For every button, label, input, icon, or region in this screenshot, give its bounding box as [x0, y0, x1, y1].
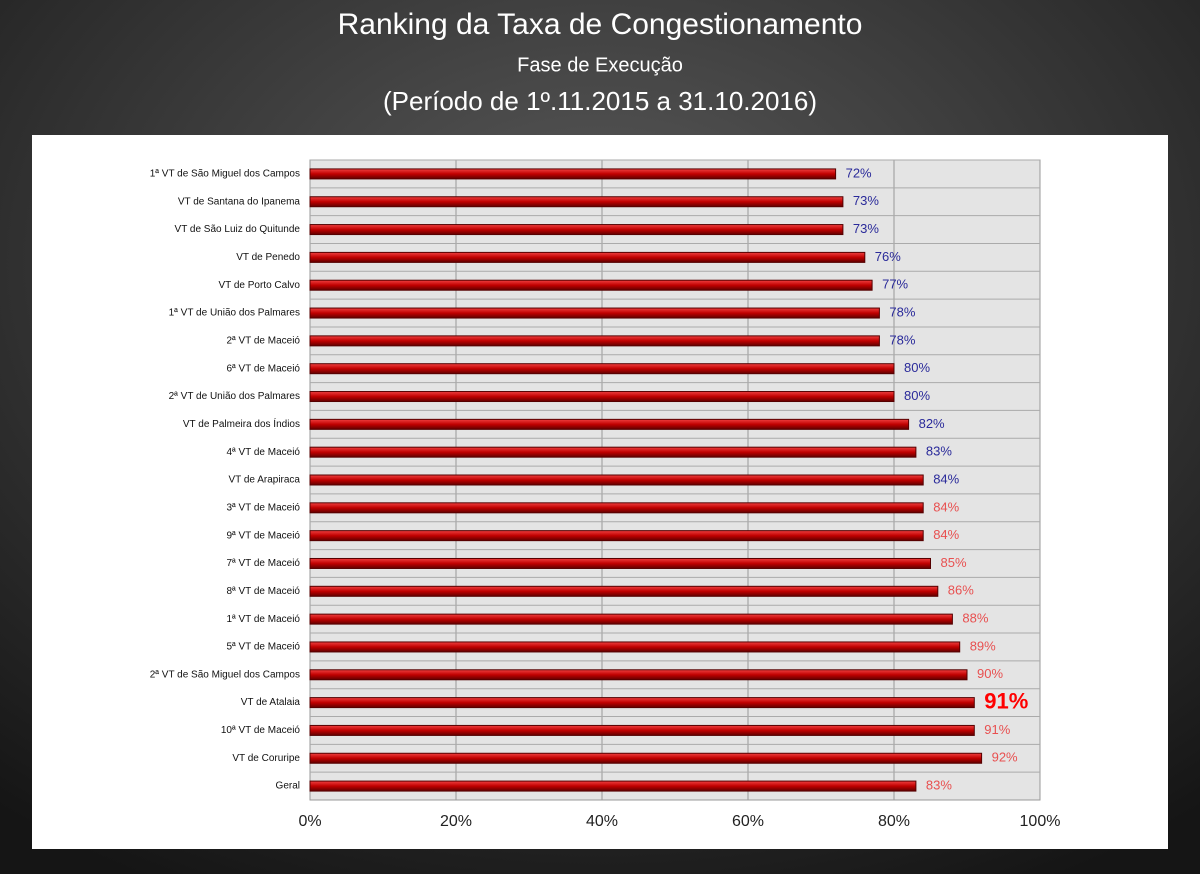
value-label: 82% — [919, 416, 945, 431]
y-tick-label: Geral — [276, 781, 300, 792]
value-label: 84% — [933, 499, 959, 514]
bar — [309, 474, 924, 486]
value-label: 73% — [853, 193, 879, 208]
y-tick-label: 1ª VT de São Miguel dos Campos — [150, 169, 300, 180]
y-tick-label: 4ª VT de Maceió — [226, 447, 300, 458]
y-tick-label: 2ª VT de São Miguel dos Campos — [150, 669, 300, 680]
y-tick-label: VT de Arapiraca — [228, 475, 300, 486]
value-label: 91% — [984, 688, 1028, 713]
bar — [309, 530, 924, 542]
x-tick-label: 20% — [440, 813, 472, 830]
y-tick-label: 5ª VT de Maceió — [226, 642, 300, 653]
value-label: 89% — [970, 638, 996, 653]
x-tick-label: 40% — [586, 813, 618, 830]
y-tick-label: 10ª VT de Maceió — [221, 725, 301, 736]
value-label: 84% — [933, 527, 959, 542]
bar — [309, 669, 968, 681]
bar — [309, 418, 910, 430]
value-label: 76% — [875, 249, 901, 264]
bar — [309, 224, 844, 236]
y-tick-label: 2ª VT de União dos Palmares — [169, 391, 300, 402]
value-label: 78% — [889, 332, 915, 347]
value-label: 72% — [846, 165, 872, 180]
value-label: 77% — [882, 277, 908, 292]
bar — [309, 724, 975, 736]
x-tick-label: 60% — [732, 813, 764, 830]
bar — [309, 752, 983, 764]
bar — [309, 613, 953, 625]
y-tick-label: VT de Coruripe — [232, 753, 300, 764]
y-tick-label: VT de Porto Calvo — [218, 280, 300, 291]
value-label: 83% — [926, 444, 952, 459]
y-tick-label: 9ª VT de Maceió — [226, 530, 300, 541]
bar — [309, 585, 939, 597]
value-label: 80% — [904, 360, 930, 375]
y-tick-label: 1ª VT de Maceió — [226, 614, 300, 625]
bar — [309, 557, 931, 569]
bar — [309, 251, 866, 263]
bar — [309, 780, 917, 792]
bar — [309, 446, 917, 458]
value-label: 73% — [853, 221, 879, 236]
chart-period: (Período de 1º.11.2015 a 31.10.2016) — [383, 86, 817, 116]
bar — [309, 196, 844, 208]
bar — [309, 641, 961, 653]
x-tick-label: 80% — [878, 813, 910, 830]
x-tick-label: 0% — [298, 813, 321, 830]
y-tick-label: 2ª VT de Maceió — [226, 336, 300, 347]
y-tick-label: VT de Palmeira dos Índios — [183, 417, 300, 430]
value-label: 80% — [904, 388, 930, 403]
value-label: 86% — [948, 583, 974, 598]
chart-title: Ranking da Taxa de Congestionamento — [338, 8, 863, 41]
y-tick-label: 7ª VT de Maceió — [226, 558, 300, 569]
bar — [309, 335, 880, 347]
y-tick-label: VT de Penedo — [236, 252, 300, 263]
y-tick-label: 1ª VT de União dos Palmares — [169, 308, 300, 319]
bar — [309, 279, 873, 291]
y-tick-label: 3ª VT de Maceió — [226, 502, 300, 513]
y-tick-label: VT de São Luiz do Quitunde — [175, 224, 301, 235]
x-tick-label: 100% — [1020, 813, 1061, 830]
y-tick-label: 8ª VT de Maceió — [226, 586, 300, 597]
chart-subtitle: Fase de Execução — [517, 54, 683, 76]
y-tick-label: VT de Atalaia — [241, 697, 301, 708]
value-label: 85% — [941, 555, 967, 570]
y-tick-label: 6ª VT de Maceió — [226, 363, 300, 374]
value-label: 92% — [992, 750, 1018, 765]
bar — [309, 363, 895, 375]
bar — [309, 502, 924, 514]
value-label: 90% — [977, 666, 1003, 681]
value-label: 78% — [889, 304, 915, 319]
value-label: 84% — [933, 471, 959, 486]
value-label: 88% — [962, 611, 988, 626]
bar — [309, 307, 880, 319]
y-tick-label: VT de Santana do Ipanema — [178, 196, 301, 207]
bar — [309, 168, 837, 180]
bar — [309, 391, 895, 403]
value-label: 83% — [926, 778, 952, 793]
bar — [309, 697, 975, 709]
value-label: 91% — [984, 722, 1010, 737]
